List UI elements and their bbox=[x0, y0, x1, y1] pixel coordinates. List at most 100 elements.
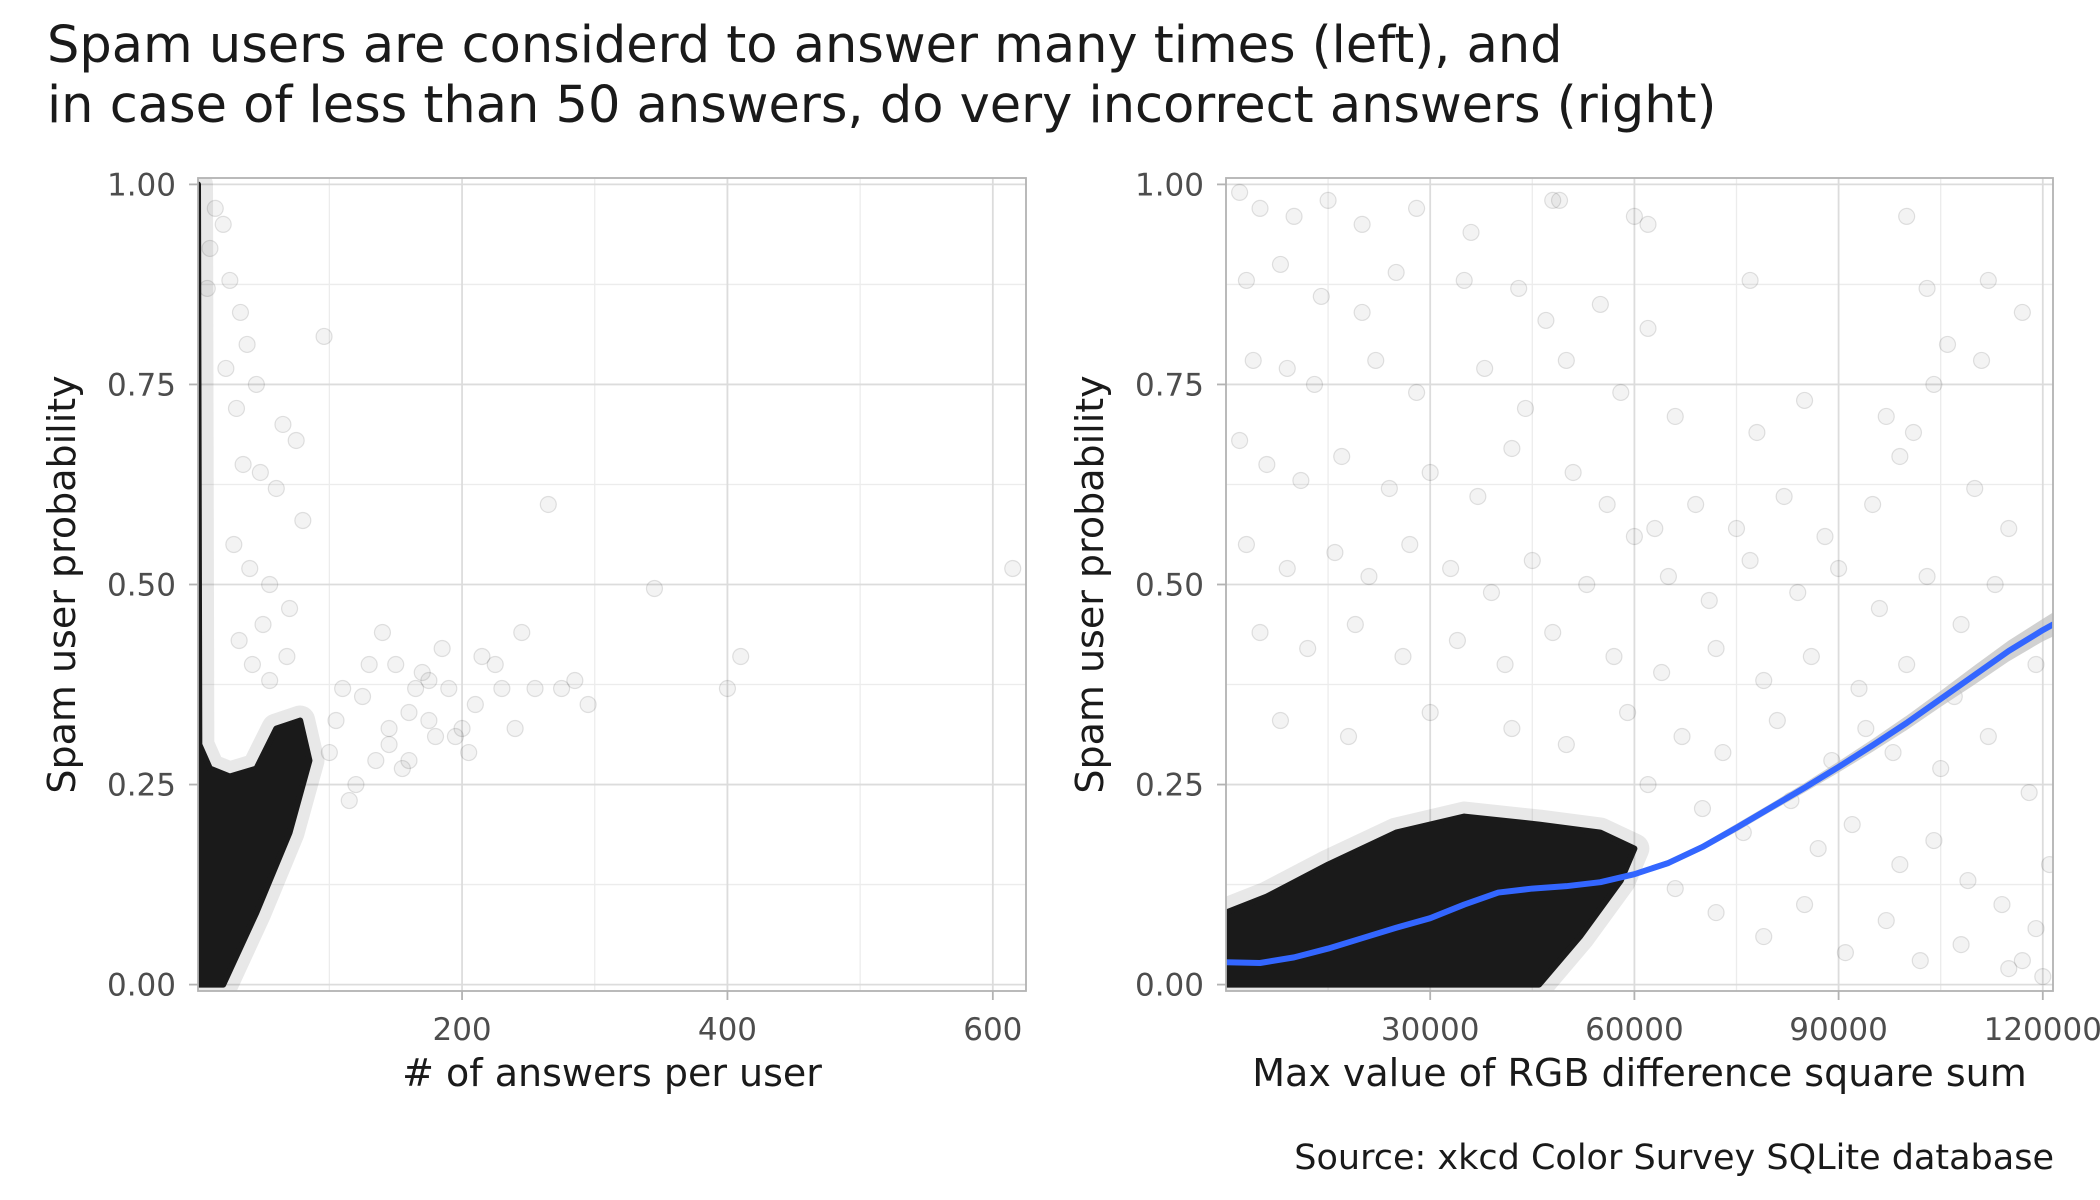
data-point bbox=[1850, 679, 1868, 698]
data-point bbox=[1346, 615, 1364, 634]
data-point bbox=[433, 639, 451, 658]
data-point bbox=[287, 431, 305, 450]
data-point bbox=[206, 199, 224, 218]
data-point bbox=[1231, 183, 1249, 202]
data-point bbox=[261, 575, 279, 594]
data-point bbox=[340, 791, 358, 810]
data-point bbox=[1523, 551, 1541, 570]
data-point bbox=[1244, 351, 1262, 370]
data-point bbox=[1918, 279, 1936, 298]
data-point bbox=[1959, 871, 1977, 890]
data-point bbox=[280, 599, 299, 618]
data-point bbox=[1748, 423, 1766, 442]
data-point bbox=[1394, 647, 1412, 666]
data-point bbox=[1741, 271, 1759, 290]
data-point bbox=[225, 535, 243, 554]
data-point bbox=[1802, 647, 1820, 666]
data-point bbox=[718, 679, 737, 698]
data-point bbox=[1966, 479, 1984, 498]
data-point bbox=[1312, 287, 1330, 306]
data-point bbox=[506, 719, 524, 738]
x-tick-label: 60000 bbox=[1585, 1012, 1684, 1048]
data-point bbox=[247, 375, 265, 394]
data-point bbox=[1789, 583, 1807, 602]
data-point bbox=[1387, 263, 1405, 282]
data-point bbox=[413, 663, 431, 682]
data-point bbox=[1639, 215, 1657, 234]
data-point bbox=[1898, 207, 1916, 226]
data-point bbox=[1687, 495, 1705, 514]
data-point bbox=[1625, 207, 1643, 226]
data-point bbox=[347, 775, 365, 794]
data-point bbox=[400, 751, 418, 770]
data-point bbox=[1231, 431, 1249, 450]
data-point bbox=[1693, 799, 1712, 818]
data-points bbox=[198, 199, 1022, 810]
data-point bbox=[1271, 711, 1290, 730]
data-point bbox=[1843, 815, 1861, 834]
plot-area bbox=[1226, 183, 2053, 991]
data-point bbox=[1333, 447, 1351, 466]
data-point bbox=[1666, 879, 1684, 898]
data-point bbox=[327, 711, 345, 730]
data-point bbox=[1564, 463, 1582, 482]
data-point bbox=[1462, 223, 1480, 242]
data-point bbox=[1251, 623, 1269, 642]
data-point bbox=[1578, 575, 1596, 594]
data-point bbox=[1598, 495, 1616, 514]
data-point bbox=[1407, 383, 1426, 402]
data-point bbox=[1932, 759, 1950, 778]
data-point bbox=[238, 335, 256, 354]
data-point bbox=[367, 751, 385, 770]
data-point bbox=[2013, 303, 2031, 322]
data-point bbox=[1707, 903, 1725, 922]
data-point bbox=[2027, 655, 2045, 674]
data-point bbox=[231, 303, 250, 322]
data-point bbox=[267, 479, 285, 498]
data-point bbox=[732, 647, 750, 666]
data-point bbox=[1605, 647, 1623, 666]
data-point bbox=[453, 719, 471, 738]
data-point bbox=[1646, 519, 1664, 538]
data-point bbox=[493, 679, 511, 698]
data-point bbox=[2000, 519, 2018, 538]
data-point bbox=[400, 703, 418, 722]
data-point bbox=[1857, 719, 1875, 738]
source-caption: Source: xkcd Color Survey SQLite databas… bbox=[1294, 1138, 2054, 1178]
data-point bbox=[1972, 351, 1991, 370]
data-point bbox=[1673, 727, 1691, 746]
data-point bbox=[1884, 743, 1902, 762]
data-point bbox=[243, 655, 262, 674]
data-point bbox=[380, 719, 398, 738]
data-point bbox=[217, 359, 235, 378]
x-tick-label: 200 bbox=[432, 1012, 491, 1048]
data-point bbox=[214, 215, 232, 234]
data-point bbox=[1993, 895, 2011, 914]
data-point bbox=[2040, 855, 2053, 874]
data-point bbox=[360, 655, 378, 674]
data-point bbox=[2020, 783, 2038, 802]
data-point bbox=[1469, 487, 1487, 506]
data-point bbox=[1367, 351, 1385, 370]
data-point bbox=[1666, 407, 1684, 426]
data-point bbox=[274, 415, 292, 434]
smooth-trend-line bbox=[1226, 621, 2053, 966]
y-tick-label: 0.50 bbox=[107, 568, 176, 604]
data-point bbox=[254, 615, 272, 634]
data-point bbox=[353, 687, 372, 706]
data-point bbox=[1877, 911, 1895, 930]
data-point bbox=[1911, 951, 1929, 970]
data-point bbox=[1925, 375, 1943, 394]
data-point bbox=[513, 623, 531, 642]
data-point bbox=[1339, 727, 1358, 746]
y-axis-title: Spam user probability bbox=[1068, 375, 1112, 793]
data-point bbox=[1864, 495, 1882, 514]
data-point bbox=[446, 727, 465, 746]
y-tick-label: 0.25 bbox=[1135, 768, 1204, 804]
data-point bbox=[1380, 479, 1398, 498]
data-point bbox=[1537, 311, 1555, 330]
data-point bbox=[393, 759, 411, 778]
data-point bbox=[1421, 463, 1439, 482]
data-point bbox=[373, 623, 392, 642]
